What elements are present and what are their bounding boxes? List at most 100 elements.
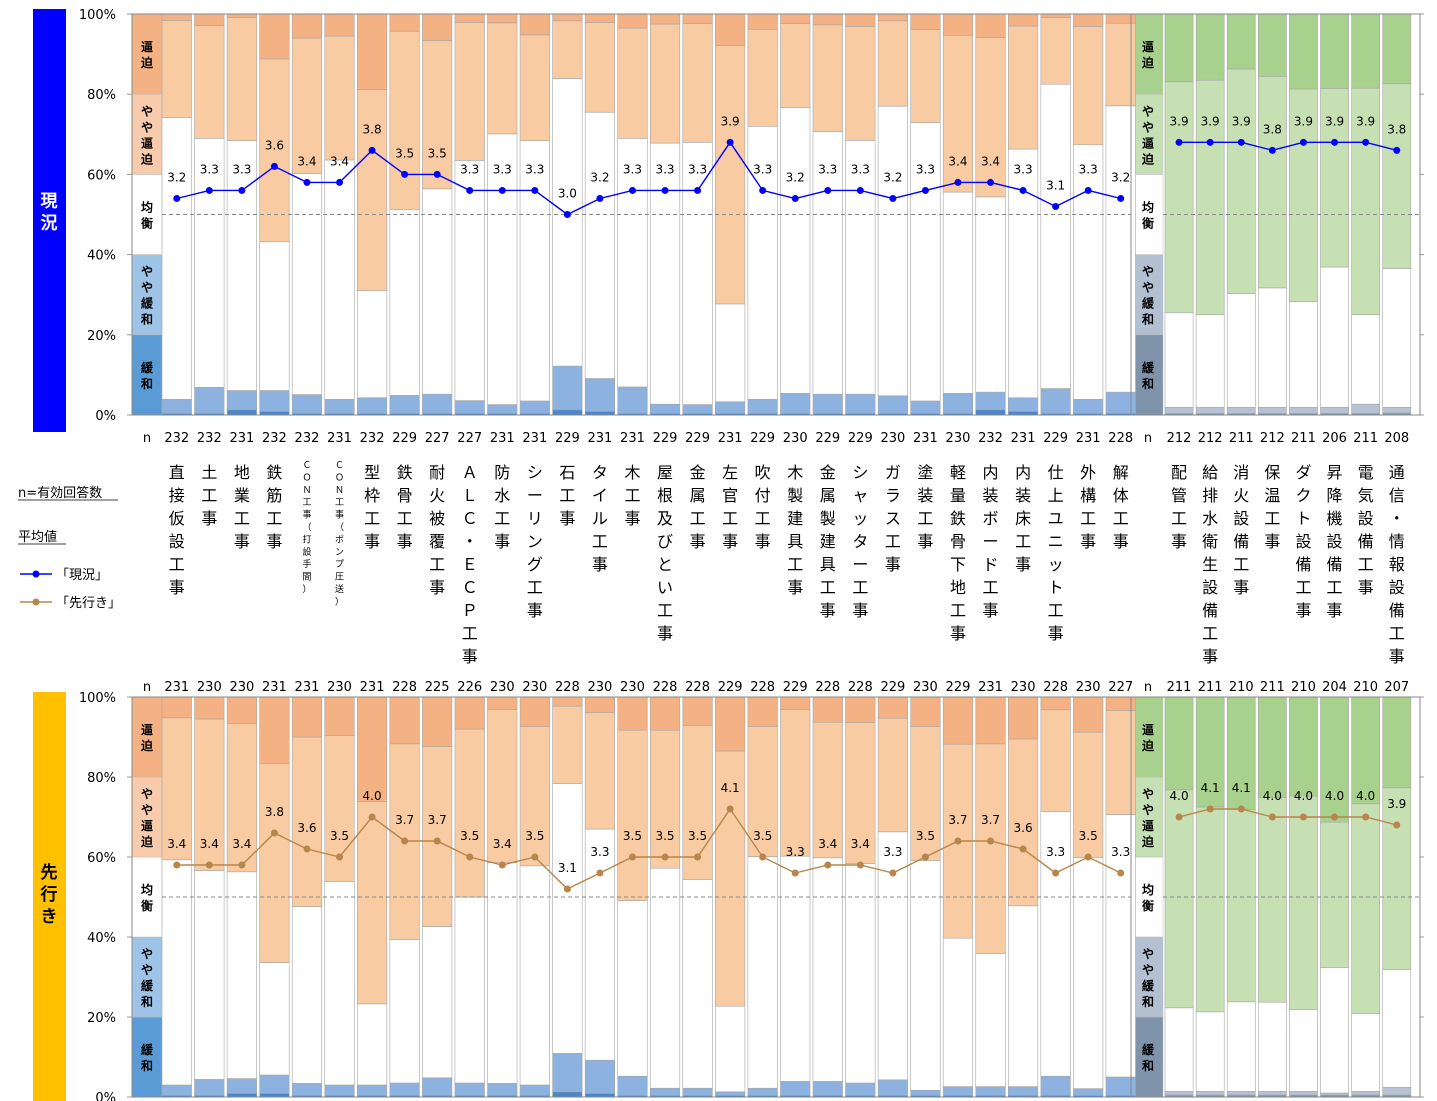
bar-segment bbox=[1195, 1011, 1225, 1092]
n-value: 230 bbox=[522, 680, 547, 695]
n-value: 229 bbox=[783, 680, 808, 695]
average-value-label: 3.1 bbox=[558, 861, 577, 875]
category-band-label: 緩和 bbox=[140, 360, 154, 391]
bar-segment bbox=[552, 20, 583, 79]
bar-segment bbox=[1289, 795, 1318, 1010]
average-value-label: 3.3 bbox=[916, 162, 935, 176]
y-tick-label: 0% bbox=[95, 1091, 116, 1101]
average-point bbox=[856, 186, 864, 194]
bar-segment bbox=[812, 696, 843, 723]
bar-segment bbox=[552, 696, 583, 707]
bar-segment bbox=[1007, 738, 1039, 907]
bar-segment bbox=[1195, 314, 1225, 408]
bar-segment bbox=[389, 696, 420, 745]
n-value: 232 bbox=[295, 431, 320, 446]
category-band-label: やや緩和 bbox=[140, 947, 154, 1009]
average-point bbox=[921, 186, 929, 194]
n-value: 204 bbox=[1322, 680, 1347, 695]
bar-segment bbox=[1289, 88, 1318, 302]
y-tick-label: 80% bbox=[87, 88, 116, 103]
category-name: 左官工事 bbox=[722, 463, 738, 551]
n-value: 211 bbox=[1353, 431, 1378, 446]
category-band-tight bbox=[1132, 13, 1164, 95]
category-name: 仕上ユニット工事 bbox=[1048, 463, 1064, 643]
bar-segment bbox=[1289, 407, 1318, 414]
average-value-label: 3.3 bbox=[851, 162, 870, 176]
n-value: 228 bbox=[555, 680, 580, 695]
bar-segment bbox=[1289, 1009, 1318, 1092]
bar-segment bbox=[747, 399, 778, 414]
bar-segment bbox=[1164, 81, 1194, 314]
bar-segment bbox=[1226, 13, 1256, 70]
n-value: 231 bbox=[490, 431, 515, 446]
y-tick-label: 40% bbox=[87, 931, 116, 946]
average-value-label: 3.4 bbox=[330, 154, 349, 168]
bar-segment bbox=[291, 394, 323, 414]
bar-segment bbox=[715, 401, 746, 414]
n-value: 229 bbox=[1043, 431, 1068, 446]
average-point bbox=[661, 853, 669, 861]
bar-segment bbox=[910, 860, 941, 1091]
bar-segment bbox=[487, 133, 518, 405]
bar-segment bbox=[1351, 1013, 1380, 1092]
average-value-label: 3.3 bbox=[590, 845, 609, 859]
category-name: ダクト設備工事 bbox=[1295, 463, 1311, 620]
n-value: 228 bbox=[848, 680, 873, 695]
average-value-label: 3.4 bbox=[493, 837, 512, 851]
average-line bbox=[1178, 808, 1397, 826]
category-band-slightly_eased bbox=[131, 254, 163, 336]
bar-segment bbox=[487, 22, 518, 135]
bar-segment bbox=[519, 400, 550, 414]
bar-segment bbox=[584, 828, 616, 1061]
bar-segment bbox=[1258, 287, 1287, 408]
category-name: 吹付工事 bbox=[755, 463, 771, 551]
average-point bbox=[1084, 853, 1092, 861]
bar-segment bbox=[1073, 696, 1104, 733]
bar-segment bbox=[1289, 1091, 1318, 1096]
average-value-label: 3.4 bbox=[232, 837, 251, 851]
category-name: 耐火被覆工事 bbox=[429, 463, 445, 597]
average-point bbox=[303, 178, 311, 186]
bar-segment bbox=[780, 709, 811, 857]
average-value-label: 3.9 bbox=[1294, 114, 1313, 128]
n-value: 231 bbox=[588, 431, 613, 446]
n-value: 232 bbox=[360, 431, 385, 446]
average-point bbox=[726, 138, 734, 146]
bar-segment bbox=[715, 1091, 746, 1096]
average-point bbox=[563, 885, 571, 893]
average-value-label: 3.7 bbox=[395, 813, 414, 827]
n-value: 212 bbox=[1260, 431, 1285, 446]
bar-segment bbox=[161, 1084, 192, 1096]
bar-segment bbox=[584, 1059, 616, 1094]
average-value-label: 3.3 bbox=[1014, 162, 1033, 176]
bar-segment bbox=[324, 1084, 355, 1096]
average-point bbox=[466, 186, 474, 194]
bar-segment bbox=[1382, 787, 1412, 970]
average-value-label: 3.5 bbox=[525, 829, 544, 843]
bar-segment bbox=[780, 393, 811, 414]
bar-segment bbox=[942, 191, 974, 394]
category-name: 解体工事 bbox=[1113, 463, 1129, 551]
average-point bbox=[1268, 146, 1276, 154]
average-point bbox=[498, 186, 506, 194]
average-point bbox=[1362, 813, 1370, 821]
n-value: 231 bbox=[522, 431, 547, 446]
bar-segment bbox=[487, 1083, 518, 1096]
n-value: 212 bbox=[1167, 431, 1192, 446]
n-value: 207 bbox=[1384, 680, 1409, 695]
average-point bbox=[1331, 813, 1339, 821]
n-value: 231 bbox=[295, 680, 320, 695]
bar-segment bbox=[519, 1084, 550, 1096]
bar-segment bbox=[715, 750, 746, 1007]
average-point bbox=[1175, 813, 1183, 821]
average-value-label: 3.5 bbox=[395, 146, 414, 160]
category-band-tight bbox=[131, 696, 163, 778]
panel-label: 先行き bbox=[40, 862, 58, 927]
y-tick-label: 80% bbox=[87, 771, 116, 786]
average-line bbox=[1179, 141, 1397, 152]
average-value-label: 3.9 bbox=[1356, 114, 1375, 128]
n-value: 228 bbox=[1108, 431, 1133, 446]
average-point bbox=[1237, 805, 1245, 813]
